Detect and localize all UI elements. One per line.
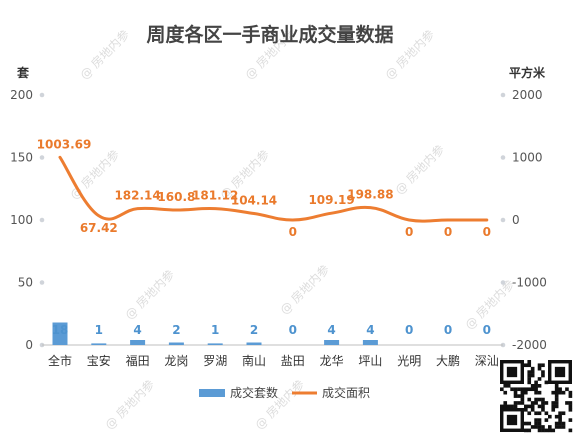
left-tick-dot bbox=[39, 280, 45, 285]
bar-南山 bbox=[246, 342, 262, 345]
category-label: 大鹏 bbox=[436, 354, 460, 368]
area-line-series bbox=[58, 155, 489, 223]
category-label: 龙岗 bbox=[164, 354, 188, 368]
bar-value-label: 2 bbox=[172, 323, 180, 337]
right-tick-label: 1000 bbox=[512, 151, 543, 165]
category-label: 宝安 bbox=[87, 353, 111, 368]
bar-坪山 bbox=[362, 340, 378, 345]
right-tick-dot bbox=[500, 280, 506, 285]
bar-罗湖 bbox=[207, 343, 223, 345]
watermark-text: @ 房地内参 bbox=[102, 376, 158, 432]
right-axis-unit: 平方米 bbox=[509, 65, 546, 80]
left-tick-dot bbox=[39, 92, 45, 98]
legend-label-bar: 成交套数 bbox=[230, 385, 278, 400]
line-value-label: 0 bbox=[483, 225, 491, 239]
watermark-text: @ 房地内参 bbox=[252, 376, 308, 432]
category-label: 罗湖 bbox=[203, 353, 227, 368]
bar-龙华 bbox=[324, 340, 340, 345]
watermark-text: @ 房地内参 bbox=[392, 141, 448, 197]
category-label: 龙华 bbox=[320, 354, 344, 368]
category-label: 深汕 bbox=[475, 354, 499, 368]
left-tick-dot bbox=[39, 217, 45, 223]
watermark-text: @ 房地内参 bbox=[277, 261, 333, 317]
right-tick-label: 2000 bbox=[512, 88, 543, 102]
category-label: 光明 bbox=[397, 354, 421, 368]
right-tick-dot bbox=[500, 217, 506, 223]
bar-全市 bbox=[52, 322, 68, 345]
category-label: 南山 bbox=[242, 353, 266, 368]
qr-code-icon bbox=[500, 360, 573, 433]
line-value-label: 104.14 bbox=[231, 193, 277, 207]
bar-value-label: 0 bbox=[483, 323, 491, 337]
line-value-label: 182.14 bbox=[114, 189, 160, 203]
line-value-label: 0 bbox=[444, 225, 452, 239]
line-value-label: 67.42 bbox=[80, 221, 118, 235]
bar-value-label: 4 bbox=[133, 323, 141, 337]
line-value-label: 0 bbox=[405, 225, 413, 239]
bar-龙岗 bbox=[168, 342, 184, 345]
line-value-label: 1003.69 bbox=[37, 137, 92, 151]
bar-value-label: 0 bbox=[444, 323, 452, 337]
right-tick-label: -1000 bbox=[512, 276, 547, 290]
category-label: 全市 bbox=[48, 353, 72, 368]
right-tick-dot bbox=[500, 155, 506, 160]
category-label: 坪山 bbox=[358, 354, 382, 368]
bar-福田 bbox=[130, 340, 146, 345]
bar-value-label: 0 bbox=[289, 323, 297, 337]
bar-value-label: 4 bbox=[327, 323, 335, 337]
bar-value-label: 2 bbox=[250, 323, 258, 337]
watermark-text: @ 房地内参 bbox=[77, 26, 133, 82]
bar-value-label: 4 bbox=[366, 323, 374, 337]
bar-value-label: 0 bbox=[405, 323, 413, 337]
legend-label-line: 成交面积 bbox=[322, 385, 370, 400]
left-axis-unit: 套 bbox=[16, 65, 30, 80]
line-value-label: 0 bbox=[289, 225, 297, 239]
category-label: 盐田 bbox=[281, 354, 305, 368]
right-tick-label: -2000 bbox=[512, 338, 547, 352]
right-tick-label: 0 bbox=[512, 213, 520, 227]
watermark-text: @ 房地内参 bbox=[122, 266, 178, 322]
left-tick-label: 150 bbox=[10, 151, 33, 165]
category-label: 福田 bbox=[126, 353, 150, 368]
bar-宝安 bbox=[91, 343, 107, 345]
left-tick-label: 100 bbox=[10, 213, 33, 227]
chart-title: 周度各区一手商业成交量数据 bbox=[146, 23, 393, 46]
bar-value-label: 18 bbox=[52, 323, 69, 337]
line-value-label: 160.8 bbox=[157, 190, 195, 204]
line-value-label: 109.19 bbox=[308, 193, 354, 207]
bar-value-label: 1 bbox=[211, 323, 219, 337]
line-value-label: 181.12 bbox=[192, 189, 238, 203]
left-tick-label: 50 bbox=[18, 276, 33, 290]
line-value-label: 198.88 bbox=[347, 188, 393, 202]
left-tick-label: 0 bbox=[25, 338, 33, 352]
legend-swatch-bar bbox=[199, 389, 225, 397]
left-tick-label: 200 bbox=[10, 88, 33, 102]
left-tick-dot bbox=[39, 155, 45, 160]
bar-value-label: 1 bbox=[95, 323, 103, 337]
right-tick-dot bbox=[500, 92, 506, 98]
